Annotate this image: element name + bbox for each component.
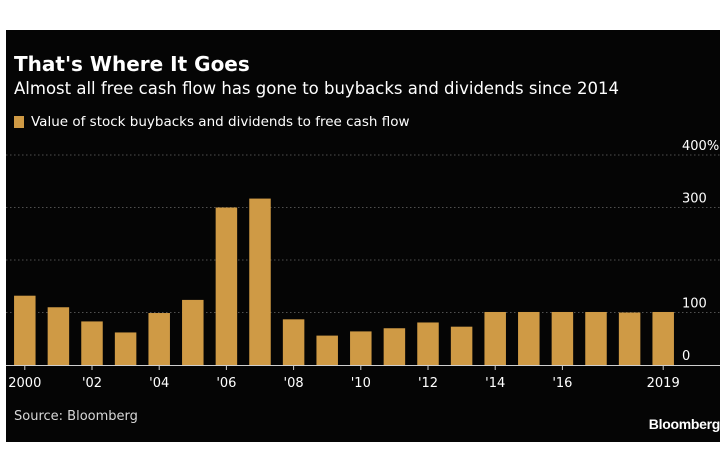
bar-2017	[585, 311, 607, 365]
y-tick-label-0: 0	[682, 349, 690, 364]
x-tick-label-2019: 2019	[647, 376, 680, 391]
x-tick-label-2016: '16	[552, 376, 572, 391]
legend: Value of stock buybacks and dividends to…	[14, 114, 410, 130]
bar-2016	[551, 311, 574, 365]
bar-2005	[182, 299, 204, 365]
x-tick-label-2006: '06	[216, 376, 236, 391]
y-axis-ticks: 0 100 300 400%	[682, 139, 719, 364]
gridlines	[6, 154, 720, 366]
x-tick-label-2012: '12	[418, 376, 438, 391]
bars	[14, 198, 674, 365]
bar-2008	[282, 319, 305, 365]
x-tick-label-2008: '08	[284, 376, 304, 391]
chart-title: That's Where It Goes	[14, 52, 250, 76]
bar-2013	[450, 326, 473, 365]
chart-subtitle: Almost all free cash flow has gone to bu…	[14, 79, 619, 98]
bar-2015	[518, 311, 540, 365]
bar-2000	[14, 295, 36, 365]
y-tick-label-100: 100	[682, 297, 707, 312]
bar-2002	[81, 321, 103, 365]
bar-2010	[350, 331, 372, 365]
x-tick-label-2010: '10	[351, 376, 371, 391]
chart-panel: 0 100 300 400% 2000 '02 '04 '06 '08 '10 '12 '14 '16…	[6, 30, 720, 442]
bar-2019	[652, 311, 674, 365]
bar-2003	[114, 332, 137, 365]
bar-2004	[148, 313, 170, 365]
x-axis-ticks: 2000 '02 '04 '06 '08 '10 '12 '14 '16 2019	[8, 365, 680, 391]
bar-2007	[249, 198, 271, 365]
bar-2018	[618, 312, 641, 365]
bar-2011	[383, 328, 406, 365]
legend-label: Value of stock buybacks and dividends to…	[31, 114, 410, 130]
legend-swatch	[14, 116, 24, 128]
bar-2009	[316, 335, 338, 365]
x-tick-label-2014: '14	[485, 376, 505, 391]
x-tick-label-2000: 2000	[8, 376, 41, 391]
bar-2014	[484, 311, 506, 365]
x-tick-label-2002: '02	[82, 376, 102, 391]
source-note: Source: Bloomberg	[14, 409, 138, 424]
bar-2012	[417, 322, 439, 365]
bar-2001	[47, 307, 70, 365]
y-tick-label-400: 400%	[682, 139, 719, 154]
y-tick-label-300: 300	[682, 192, 707, 207]
x-tick-label-2004: '04	[149, 376, 169, 391]
bar-2006	[215, 207, 238, 365]
bar-chart: 0 100 300 400% 2000 '02 '04 '06 '08 '10 '12 '14 '16…	[6, 139, 720, 391]
bloomberg-logo: Bloomberg	[648, 416, 720, 432]
